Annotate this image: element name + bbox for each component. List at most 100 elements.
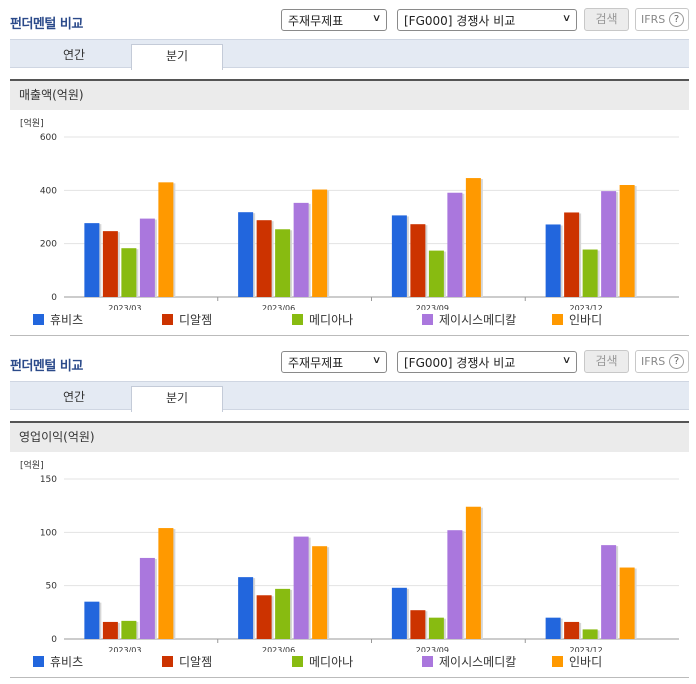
- y-tick-label: 150: [40, 475, 57, 485]
- bar: [84, 223, 100, 297]
- peer-group-value: [FG000] 경쟁사 비교: [404, 14, 516, 28]
- section-title: 매출액(억원): [10, 79, 689, 110]
- legend-swatch: [552, 314, 563, 325]
- ifrs-help-button[interactable]: IFRS ?: [635, 350, 689, 373]
- ifrs-help-button[interactable]: IFRS ?: [635, 8, 689, 31]
- legend-swatch: [292, 314, 303, 325]
- bar: [410, 610, 426, 639]
- bar: [312, 546, 328, 639]
- bar: [391, 215, 407, 297]
- tab-quarterly[interactable]: 분기: [131, 386, 223, 412]
- fundamental-compare-panel-op-income: 펀더멘털 비교 주재무제표 ∨ [FG000] 경쟁사 비교 ∨ 검색 IFRS…: [0, 342, 696, 684]
- section-title: 영업이익(억원): [10, 421, 689, 452]
- bar: [275, 229, 291, 297]
- bar: [158, 182, 174, 297]
- y-tick-label: 0: [51, 293, 57, 303]
- chevron-down-icon: ∨: [371, 13, 382, 24]
- bar: [293, 536, 309, 639]
- bar: [121, 248, 137, 297]
- bar: [275, 588, 291, 639]
- divider: [10, 335, 689, 336]
- bar: [564, 621, 580, 639]
- x-tick-label: 2023/12: [570, 304, 603, 310]
- peer-group-value: [FG000] 경쟁사 비교: [404, 356, 516, 370]
- x-tick-label: 2023/06: [262, 304, 295, 310]
- legend-item: 제이시스메디칼: [422, 313, 516, 327]
- bar: [121, 620, 137, 639]
- y-tick-label: 600: [40, 133, 57, 143]
- legend-swatch: [292, 656, 303, 667]
- legend-item: 제이시스메디칼: [422, 655, 516, 669]
- bar: [601, 545, 617, 639]
- y-tick-label: 100: [40, 528, 57, 538]
- peer-group-select[interactable]: [FG000] 경쟁사 비교 ∨: [397, 351, 577, 373]
- tab-annual[interactable]: 연간: [62, 48, 86, 62]
- bar: [601, 191, 617, 297]
- bar: [238, 577, 254, 639]
- legend-item: 메디아나: [292, 655, 353, 669]
- legend-swatch: [162, 656, 173, 667]
- bar: [139, 557, 155, 639]
- legend-item: 디알젬: [162, 313, 212, 327]
- y-tick-label: 50: [46, 582, 58, 592]
- tab-quarterly[interactable]: 분기: [131, 44, 223, 70]
- x-tick-label: 2023/09: [416, 304, 449, 310]
- bar: [465, 506, 481, 639]
- bar: [447, 530, 463, 639]
- bar: [293, 202, 309, 297]
- bar: [139, 218, 155, 297]
- y-unit-label: [억원]: [20, 117, 44, 129]
- bar: [447, 192, 463, 297]
- tab-annual[interactable]: 연간: [62, 390, 86, 404]
- legend-item: 인바디: [552, 655, 602, 669]
- bar: [465, 178, 481, 297]
- chevron-down-icon: ∨: [561, 13, 572, 24]
- legend-swatch: [552, 656, 563, 667]
- bar: [619, 185, 635, 297]
- bar: [428, 617, 444, 639]
- peer-group-select[interactable]: [FG000] 경쟁사 비교 ∨: [397, 9, 577, 31]
- legend-item: 메디아나: [292, 313, 353, 327]
- x-tick-label: 2023/12: [570, 646, 603, 652]
- y-tick-label: 400: [40, 186, 57, 196]
- fundamental-compare-panel-sales: 펀더멘털 비교 주재무제표 ∨ [FG000] 경쟁사 비교 ∨ 검색 IFRS…: [0, 8, 696, 336]
- bar: [391, 587, 407, 639]
- legend-item: 디알젬: [162, 655, 212, 669]
- legend-item: 휴비츠: [33, 655, 83, 669]
- legend-swatch: [33, 656, 44, 667]
- legend-swatch: [162, 314, 173, 325]
- question-icon: ?: [669, 12, 684, 27]
- statement-type-value: 주재무제표: [288, 356, 344, 370]
- x-tick-label: 2023/03: [108, 646, 141, 652]
- bar: [545, 224, 561, 297]
- chart-legend: 휴비츠 디알젬 메디아나 제이시스메디칼 인바디: [0, 655, 696, 671]
- question-icon: ?: [669, 354, 684, 369]
- bar: [564, 212, 580, 297]
- statement-type-select[interactable]: 주재무제표 ∨: [281, 351, 387, 373]
- bar: [410, 224, 426, 297]
- search-button[interactable]: 검색: [584, 350, 629, 373]
- divider: [10, 677, 689, 678]
- chart-legend: 휴비츠 디알젬 메디아나 제이시스메디칼 인바디: [0, 313, 696, 329]
- bar: [428, 250, 444, 297]
- period-tabs: 연간 분기: [10, 381, 689, 412]
- legend-swatch: [422, 656, 433, 667]
- bar: [238, 212, 254, 297]
- bar: [256, 595, 272, 639]
- x-tick-label: 2023/06: [262, 646, 295, 652]
- legend-swatch: [422, 314, 433, 325]
- bar: [582, 629, 598, 639]
- statement-type-select[interactable]: 주재무제표 ∨: [281, 9, 387, 31]
- bar: [102, 621, 118, 639]
- bar: [158, 528, 174, 639]
- bar: [619, 567, 635, 639]
- chevron-down-icon: ∨: [561, 355, 572, 366]
- ifrs-label: IFRS: [641, 355, 666, 368]
- search-button[interactable]: 검색: [584, 8, 629, 31]
- period-tabs: 연간 분기: [10, 39, 689, 70]
- x-tick-label: 2023/09: [416, 646, 449, 652]
- legend-swatch: [33, 314, 44, 325]
- legend-item: 휴비츠: [33, 313, 83, 327]
- sales-bar-chart: [억원] 0 200 400 600 2023/03 2023/06 2023/09 2023/…: [20, 117, 679, 310]
- bar: [545, 617, 561, 639]
